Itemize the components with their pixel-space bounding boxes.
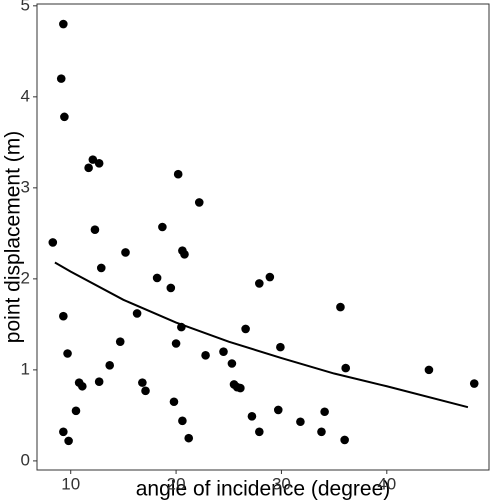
point <box>63 349 72 358</box>
point <box>341 363 351 373</box>
point <box>152 273 162 283</box>
point <box>141 386 150 396</box>
point <box>121 248 130 257</box>
fit-curve <box>54 261 469 409</box>
x-axis-title: angle of incidence (degree) <box>136 478 391 500</box>
point <box>71 406 81 416</box>
point <box>48 238 58 247</box>
point <box>320 407 329 417</box>
point <box>340 435 349 445</box>
point <box>276 342 285 352</box>
point <box>236 383 245 393</box>
point <box>60 112 69 122</box>
point <box>424 365 434 375</box>
point <box>84 163 93 173</box>
point <box>241 324 250 334</box>
point <box>105 361 114 370</box>
point <box>158 222 167 232</box>
point <box>96 263 106 273</box>
point <box>247 412 257 421</box>
point <box>469 379 479 388</box>
point <box>336 302 345 312</box>
point <box>138 378 147 387</box>
point <box>255 427 264 437</box>
point <box>194 198 204 207</box>
point <box>56 74 66 83</box>
point <box>88 155 98 164</box>
point <box>64 436 73 446</box>
y-tick-label: 2 <box>21 268 30 287</box>
point <box>169 397 179 407</box>
point <box>59 19 68 29</box>
point <box>227 359 237 368</box>
point <box>219 347 228 356</box>
point <box>201 351 210 360</box>
point <box>180 249 189 259</box>
x-tick-label: 40 <box>377 474 396 493</box>
y-tick-label: 3 <box>21 177 30 196</box>
point <box>184 433 194 443</box>
y-tick-label: 1 <box>21 359 30 378</box>
point <box>317 427 326 437</box>
y-tick-label: 4 <box>21 86 30 105</box>
x-tick-label: 10 <box>61 474 80 493</box>
y-tick-label: 0 <box>21 450 30 469</box>
plot-frame <box>36 3 490 471</box>
point <box>94 158 104 168</box>
x-tick-label: 20 <box>167 474 186 493</box>
point <box>296 417 305 427</box>
point <box>115 337 125 346</box>
point <box>94 377 104 387</box>
point <box>265 272 275 282</box>
point <box>171 339 181 348</box>
point <box>59 311 68 321</box>
point <box>78 381 87 391</box>
y-axis-title: point displacement (m) <box>2 131 25 343</box>
y-tick-label: 5 <box>21 0 30 14</box>
point <box>59 427 68 437</box>
x-tick-label: 30 <box>272 474 291 493</box>
point <box>178 416 187 426</box>
point <box>255 279 264 288</box>
point <box>90 225 100 235</box>
point <box>166 283 176 293</box>
point <box>173 169 183 179</box>
point <box>273 405 283 415</box>
point <box>132 309 142 318</box>
